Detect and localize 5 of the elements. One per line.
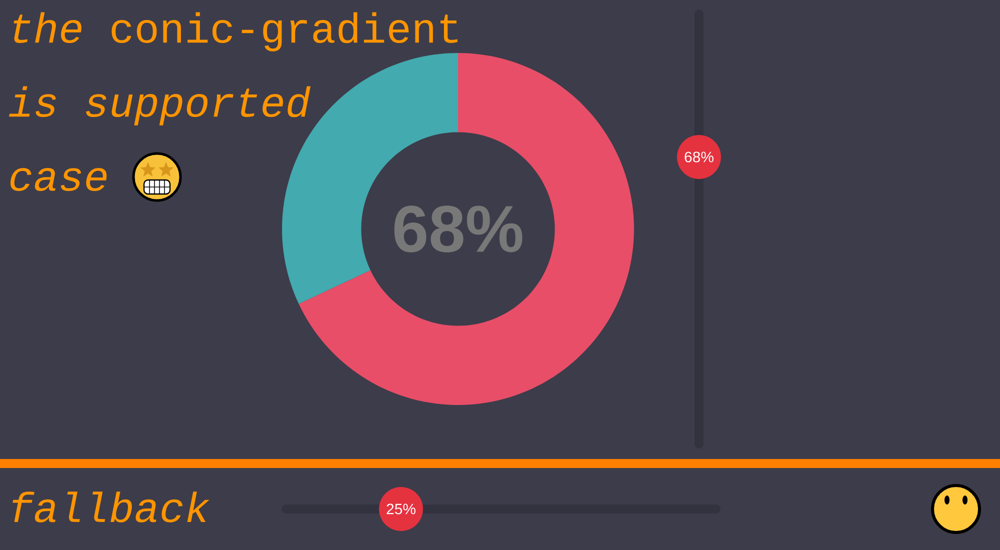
text: 68%	[394, 206, 522, 252]
text: 68%	[684, 152, 714, 162]
text: 25%	[386, 504, 416, 514]
text: fallback	[12, 492, 210, 522]
text: the conic-gradient is supported case	[8, 12, 458, 192]
